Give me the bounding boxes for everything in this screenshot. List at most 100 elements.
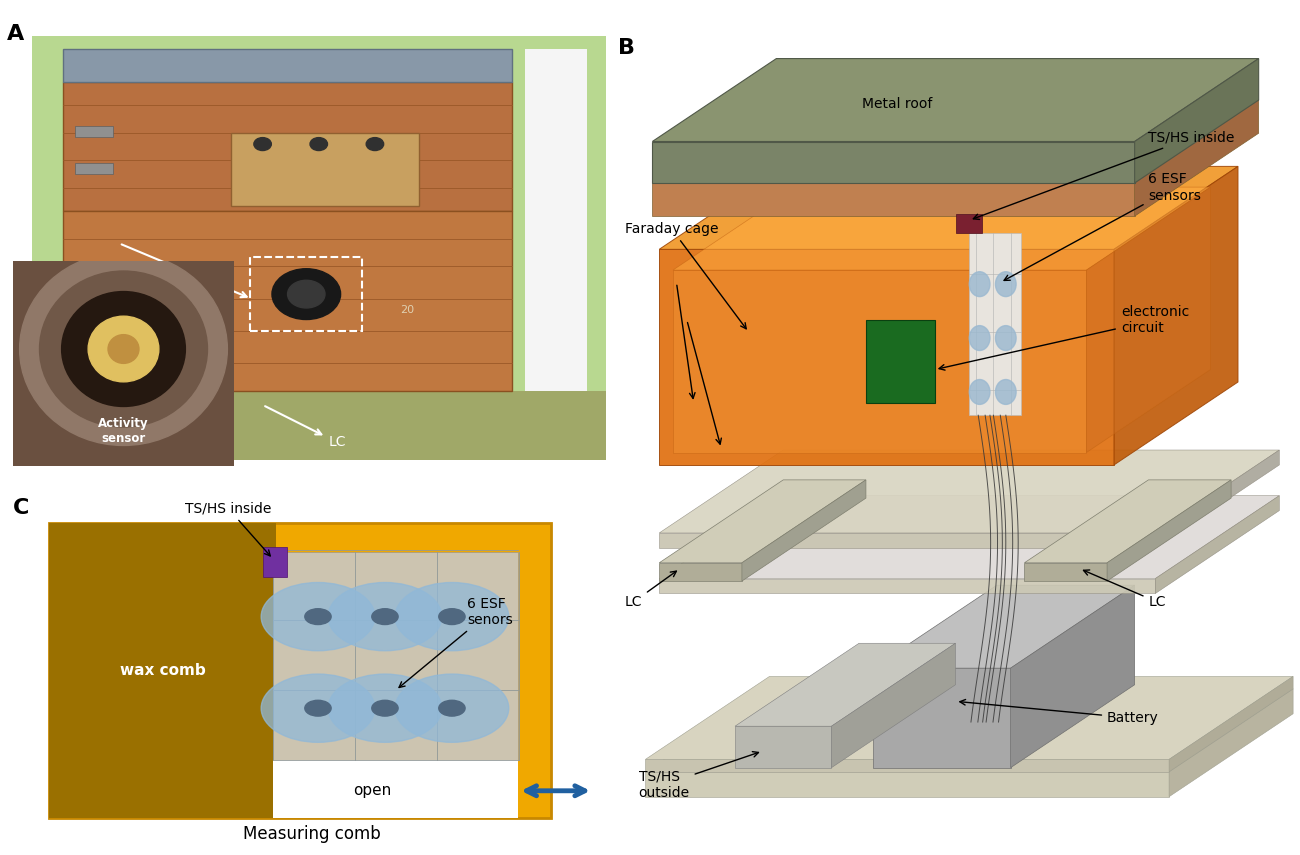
Circle shape xyxy=(372,700,398,716)
Circle shape xyxy=(996,326,1017,351)
Circle shape xyxy=(272,268,341,320)
Polygon shape xyxy=(1156,496,1279,593)
Circle shape xyxy=(970,326,991,351)
Polygon shape xyxy=(1087,187,1210,452)
Circle shape xyxy=(395,674,508,742)
Polygon shape xyxy=(646,689,1294,772)
Polygon shape xyxy=(1169,676,1294,772)
Circle shape xyxy=(439,609,465,624)
Circle shape xyxy=(304,609,332,624)
Bar xyxy=(49,523,276,817)
Polygon shape xyxy=(646,772,1169,797)
Circle shape xyxy=(88,316,159,382)
Polygon shape xyxy=(872,585,1135,668)
Text: Battery: Battery xyxy=(959,699,1158,725)
Circle shape xyxy=(328,674,442,742)
Bar xyxy=(956,215,982,233)
Circle shape xyxy=(309,138,328,150)
Circle shape xyxy=(367,138,384,150)
Circle shape xyxy=(970,272,991,297)
Text: open: open xyxy=(352,783,391,799)
Text: 20: 20 xyxy=(400,304,413,315)
Bar xyxy=(31,391,606,460)
Bar xyxy=(62,211,512,391)
Polygon shape xyxy=(653,183,1135,216)
Polygon shape xyxy=(1169,689,1294,797)
Polygon shape xyxy=(653,100,1258,183)
Bar xyxy=(75,126,113,137)
Circle shape xyxy=(254,138,272,150)
Polygon shape xyxy=(872,668,1010,768)
Polygon shape xyxy=(832,643,956,768)
Polygon shape xyxy=(659,450,1279,533)
Polygon shape xyxy=(653,58,1258,141)
Polygon shape xyxy=(646,759,1169,772)
Bar xyxy=(525,50,588,391)
Polygon shape xyxy=(1156,450,1279,548)
Text: LC: LC xyxy=(625,571,676,609)
Polygon shape xyxy=(659,167,1238,250)
Text: wax comb: wax comb xyxy=(120,663,205,678)
Circle shape xyxy=(439,700,465,716)
Polygon shape xyxy=(1114,167,1238,465)
Text: Measuring comb: Measuring comb xyxy=(243,825,381,843)
Polygon shape xyxy=(659,533,1156,548)
Circle shape xyxy=(61,292,186,406)
Text: TS/HS inside: TS/HS inside xyxy=(974,131,1235,220)
Text: 6 ESF
sensors: 6 ESF sensors xyxy=(1004,173,1201,280)
Circle shape xyxy=(970,380,991,404)
Polygon shape xyxy=(1024,563,1108,581)
Circle shape xyxy=(261,582,374,651)
Polygon shape xyxy=(1135,100,1258,216)
Text: 6 ESF
senors: 6 ESF senors xyxy=(399,597,514,687)
Circle shape xyxy=(108,334,139,363)
Text: Activity
sensor: Activity sensor xyxy=(99,417,148,445)
Bar xyxy=(273,760,519,817)
Polygon shape xyxy=(734,643,956,726)
Bar xyxy=(273,552,519,760)
Bar xyxy=(49,523,551,817)
Polygon shape xyxy=(742,480,866,581)
Circle shape xyxy=(996,272,1017,297)
Circle shape xyxy=(39,271,208,427)
Polygon shape xyxy=(659,250,1114,465)
Polygon shape xyxy=(1024,480,1231,563)
Polygon shape xyxy=(1108,480,1231,581)
Polygon shape xyxy=(659,496,1279,579)
Bar xyxy=(970,233,1020,416)
Bar xyxy=(250,257,363,331)
Circle shape xyxy=(287,280,325,308)
Polygon shape xyxy=(653,141,1135,183)
Text: TS/HS
outside: TS/HS outside xyxy=(638,752,758,799)
Text: LC: LC xyxy=(1083,570,1166,609)
Bar xyxy=(263,546,287,577)
Circle shape xyxy=(372,609,398,624)
Polygon shape xyxy=(673,270,1087,452)
Circle shape xyxy=(261,674,374,742)
Polygon shape xyxy=(1135,58,1258,183)
Text: Metal roof: Metal roof xyxy=(862,97,932,111)
Bar xyxy=(62,82,512,211)
Text: electronic
circuit: electronic circuit xyxy=(939,305,1190,370)
Text: C: C xyxy=(13,498,30,518)
Circle shape xyxy=(328,582,442,651)
Polygon shape xyxy=(659,480,866,563)
Polygon shape xyxy=(1010,585,1135,768)
Bar xyxy=(62,50,512,82)
Text: LC: LC xyxy=(265,406,346,450)
Polygon shape xyxy=(659,563,742,581)
Bar xyxy=(75,162,113,174)
Polygon shape xyxy=(646,676,1294,759)
Circle shape xyxy=(996,380,1017,404)
Circle shape xyxy=(395,582,508,651)
Circle shape xyxy=(20,252,227,445)
Text: B: B xyxy=(618,38,634,58)
Text: A: A xyxy=(6,24,23,44)
Polygon shape xyxy=(659,579,1156,593)
Polygon shape xyxy=(673,187,1210,270)
Polygon shape xyxy=(734,726,832,768)
Circle shape xyxy=(304,700,332,716)
Text: TS/HS inside: TS/HS inside xyxy=(185,502,272,556)
Bar xyxy=(866,320,935,403)
Bar xyxy=(231,133,419,206)
